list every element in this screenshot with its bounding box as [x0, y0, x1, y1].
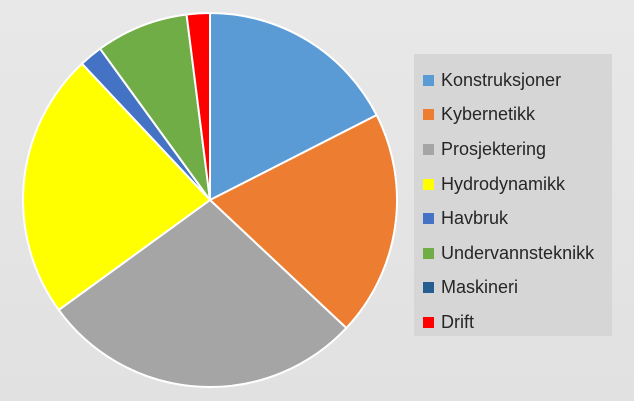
legend-swatch	[423, 213, 434, 225]
legend-swatch	[423, 247, 434, 259]
legend-swatch	[423, 178, 434, 190]
legend-label: Maskineri	[441, 277, 519, 298]
legend-item-prosjektering: Prosjektering	[414, 132, 612, 167]
legend-item-undervannsteknikk: Undervannsteknikk	[414, 236, 612, 271]
legend-label: Konstruksjoner	[441, 69, 562, 90]
legend-item-maskineri: Maskineri	[414, 271, 612, 306]
legend-swatch	[423, 109, 434, 121]
pie-slice-prosjektering	[57, 199, 348, 388]
legend-item-kybernetikk: Kybernetikk	[414, 98, 612, 133]
legend-label: Hydrodynamikk	[441, 173, 566, 194]
pie-slice-hydrodynamikk	[22, 62, 211, 311]
legend-item-hydrodynamikk: Hydrodynamikk	[414, 167, 612, 202]
legend-item-havbruk: Havbruk	[414, 201, 612, 236]
legend-swatch	[423, 143, 434, 155]
pie-slice-undervannsteknikk	[99, 13, 211, 201]
legend-label: Drift	[441, 311, 474, 332]
legend-swatch	[423, 74, 434, 86]
pie-slice-kybernetikk	[209, 114, 398, 330]
legend-swatch	[423, 282, 434, 294]
legend-label: Undervannsteknikk	[441, 242, 595, 263]
legend-label: Kybernetikk	[441, 104, 536, 125]
pie-slice-konstruksjoner	[209, 12, 378, 201]
pie-slice-drift	[185, 12, 211, 201]
legend-item-drift: Drift	[414, 305, 612, 340]
legend: Konstruksjoner Kybernetikk Prosjektering…	[414, 54, 612, 336]
legend-label: Havbruk	[441, 208, 509, 229]
legend-item-konstruksjoner: Konstruksjoner	[414, 63, 612, 98]
legend-swatch	[423, 316, 434, 328]
legend-label: Prosjektering	[441, 138, 547, 159]
